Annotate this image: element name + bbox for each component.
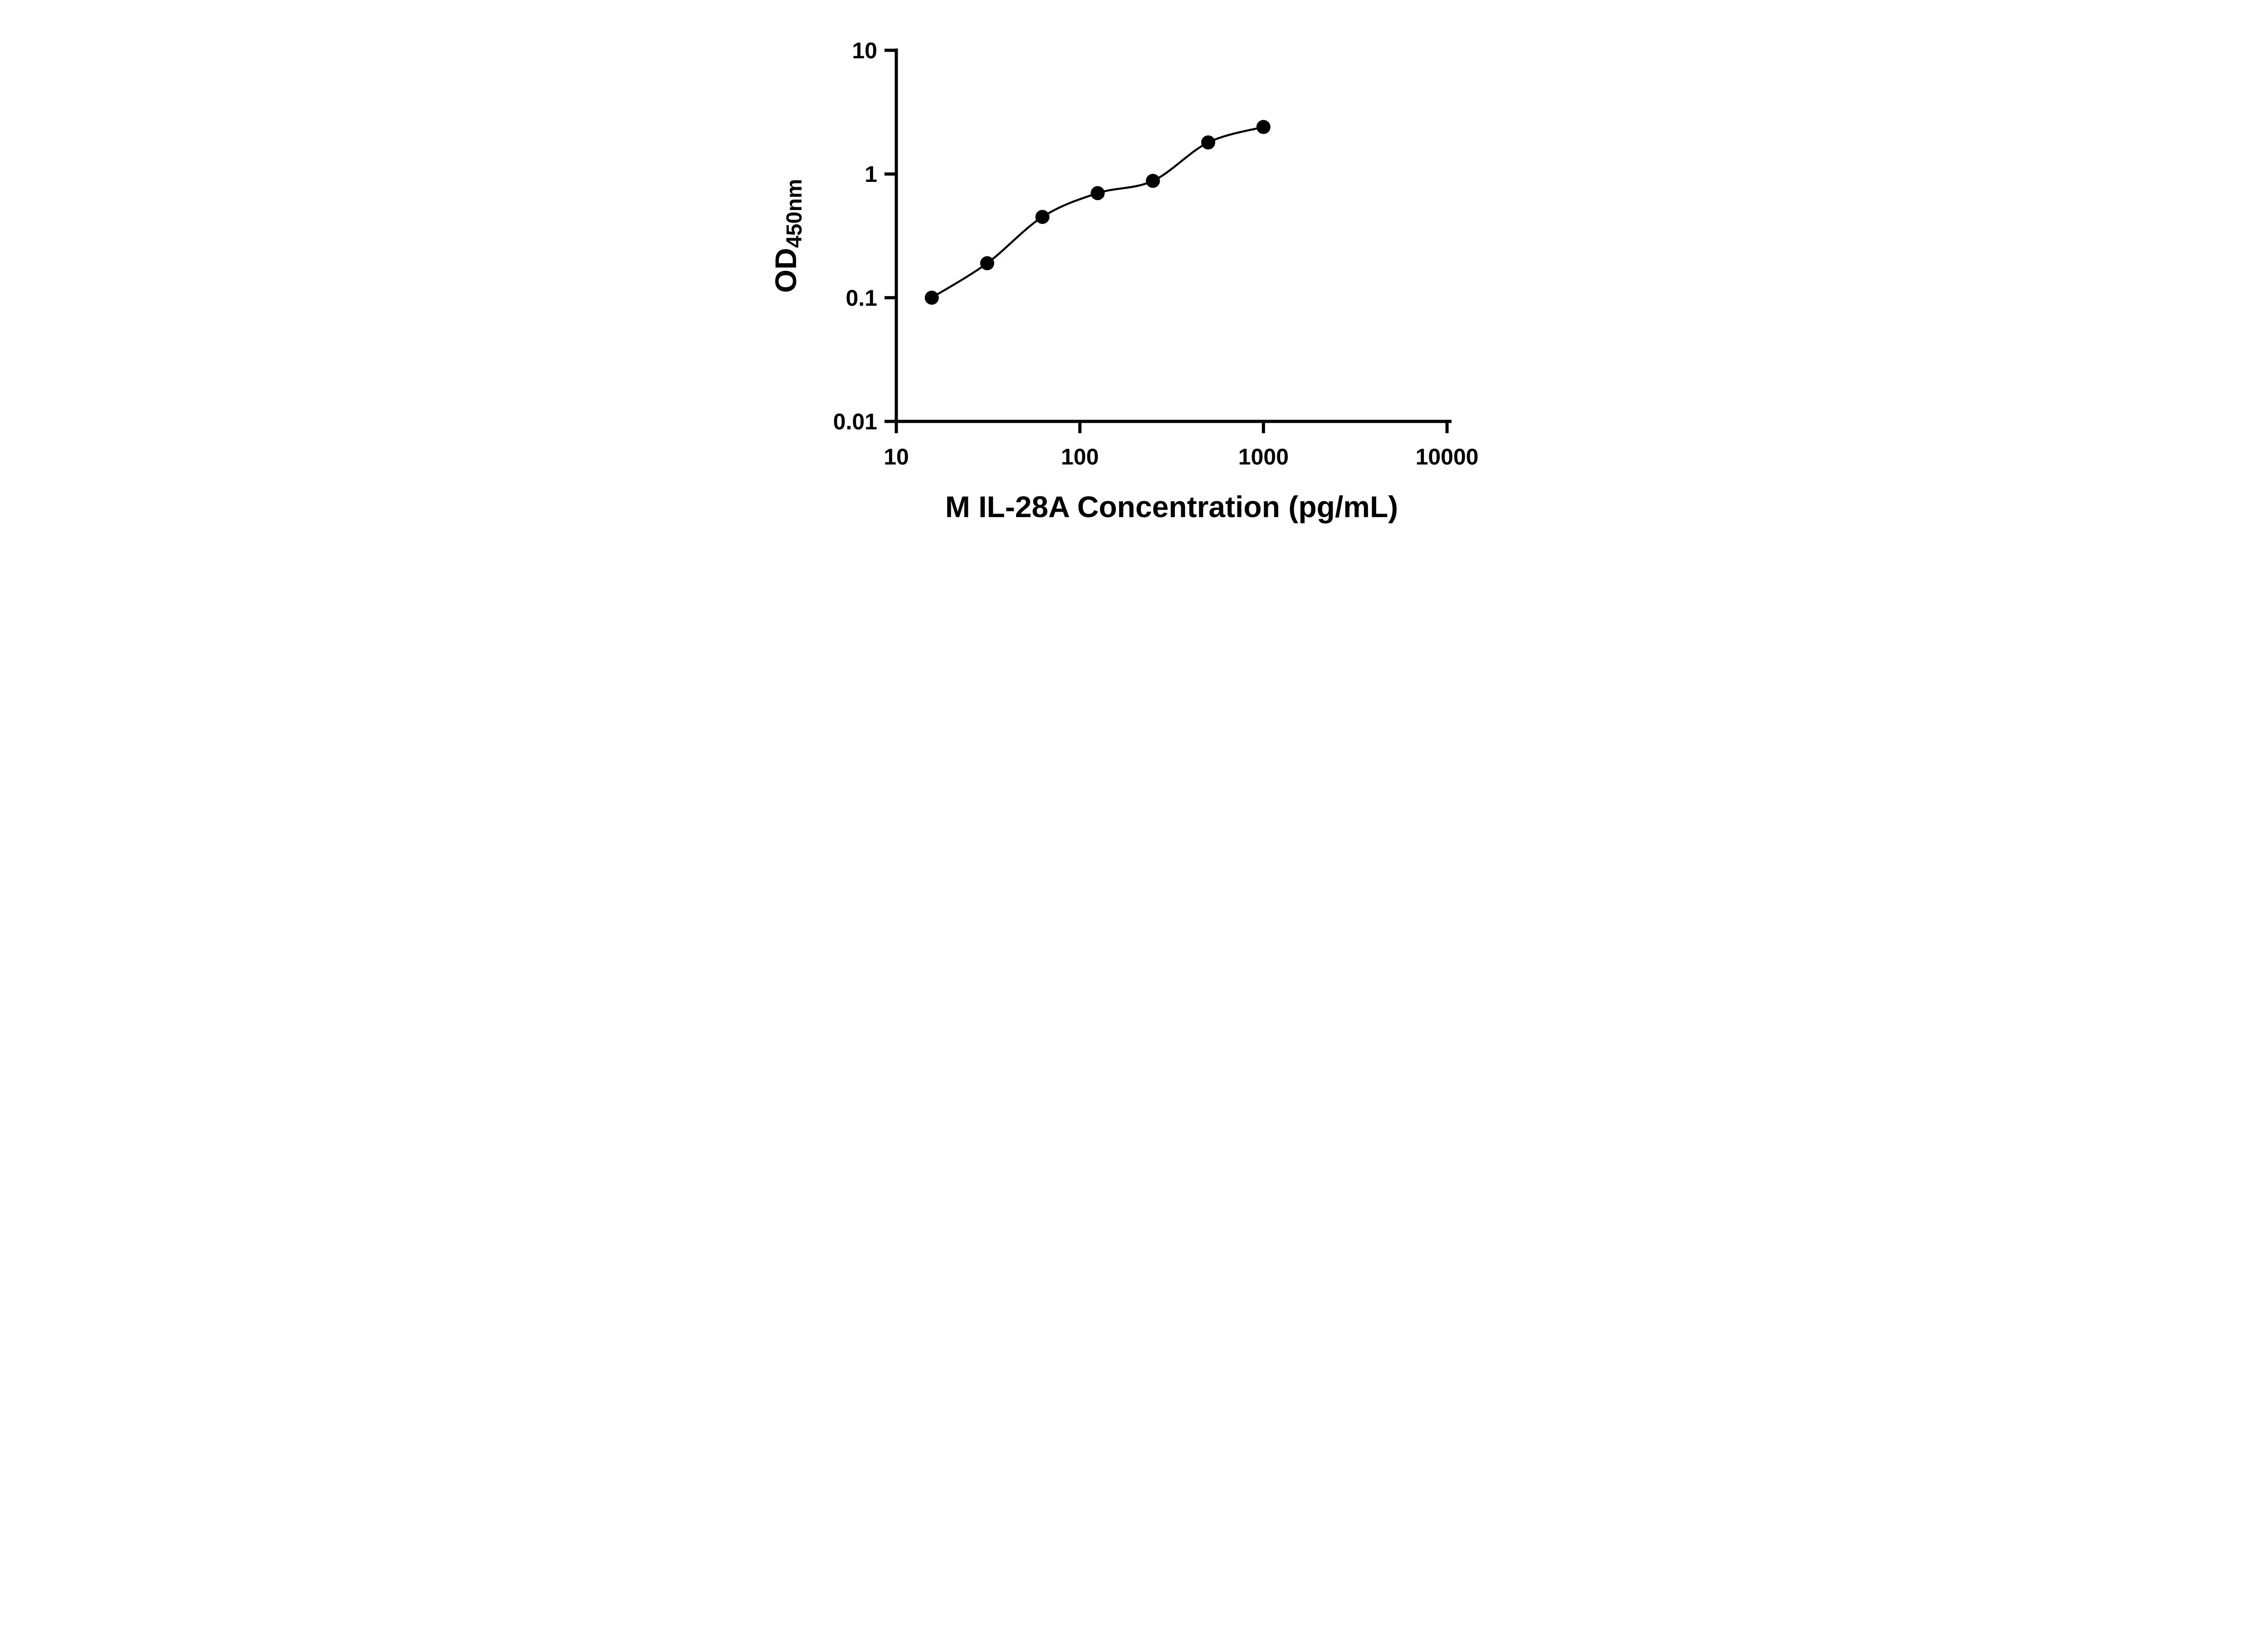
data-point — [1256, 120, 1271, 134]
y-axis-title: OD450nm — [769, 179, 807, 293]
y-tick-label: 0.01 — [833, 409, 877, 435]
x-axis-title: M IL-28A Concentration (pg/mL) — [945, 490, 1398, 523]
x-tick-label: 100 — [1061, 444, 1099, 469]
chart-canvas: 10 100 1000 10000 0.01 0.1 1 10 M IL-28A Concent… — [769, 38, 1479, 523]
data-point — [1146, 174, 1160, 188]
data-point — [1035, 210, 1050, 224]
data-point — [1090, 186, 1105, 200]
axes-frame — [894, 48, 1452, 423]
elisa-standard-curve-figure: 10 100 1000 10000 0.01 0.1 1 10 M IL-28A Concent… — [745, 0, 1523, 544]
x-tick-label: 10000 — [1416, 444, 1479, 469]
data-point — [1201, 135, 1216, 150]
y-tick-label: 1 — [865, 161, 877, 187]
y-tick-label: 10 — [852, 38, 877, 63]
data-point — [924, 290, 939, 305]
x-tick-label: 10 — [884, 444, 909, 469]
x-tick-label: 1000 — [1238, 444, 1289, 469]
y-tick-label: 0.1 — [846, 285, 877, 311]
data-point — [980, 256, 994, 270]
fit-curve-line — [930, 126, 1265, 299]
